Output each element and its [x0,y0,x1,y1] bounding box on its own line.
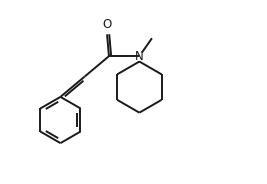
Text: N: N [135,50,144,63]
Text: O: O [103,18,112,31]
